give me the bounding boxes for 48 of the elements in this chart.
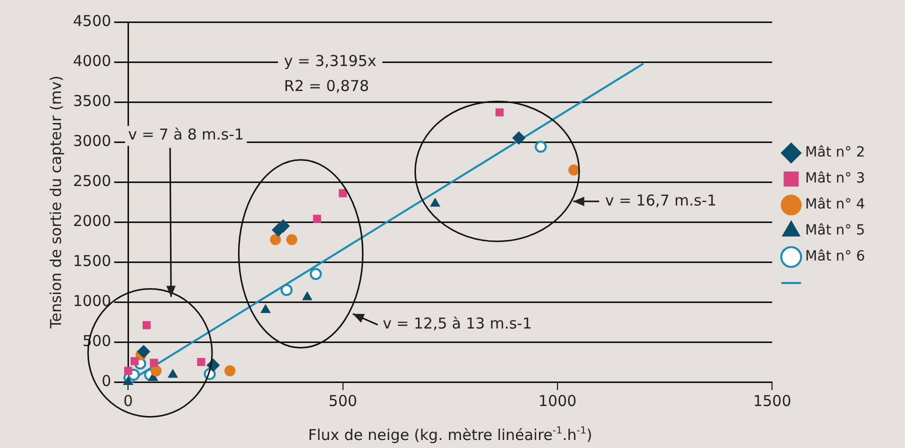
point <box>534 140 547 153</box>
legend-label: Mât n° 3 <box>805 170 865 187</box>
annotation: v = 16,7 m.s-1 <box>605 191 716 210</box>
point <box>150 358 158 367</box>
y-tick-label: 1000 <box>72 292 112 310</box>
point <box>168 369 178 378</box>
point <box>270 234 281 246</box>
legend-label: Mât n° 4 <box>805 196 866 213</box>
annotation: R2 = 0,878 <box>284 77 370 96</box>
point <box>310 268 322 280</box>
x-tick-label: 0 <box>123 392 133 410</box>
point <box>123 376 134 385</box>
y-tick-label: 4000 <box>72 52 112 70</box>
y-tick-label: 2500 <box>72 172 112 190</box>
point <box>124 366 132 375</box>
point <box>276 220 290 232</box>
point <box>313 214 322 223</box>
point <box>224 365 236 376</box>
x-tick-label: 1500 <box>753 392 792 410</box>
x-tick-label: 1000 <box>538 392 577 410</box>
annotation: v = 7 à 8 m.s-1 <box>128 126 244 144</box>
point <box>280 284 293 296</box>
point <box>286 234 298 246</box>
point <box>512 132 526 144</box>
y-tick-label: 2000 <box>72 212 112 230</box>
point <box>150 365 162 376</box>
y-tick-label: 3500 <box>72 92 112 110</box>
y-tick-label: 1500 <box>72 252 112 270</box>
point <box>496 108 504 116</box>
point <box>197 358 206 366</box>
point <box>302 292 312 300</box>
y-tick-label: 3000 <box>72 132 112 150</box>
y-tick-label: 0 <box>102 372 112 390</box>
annotation: v = 12,5 à 13 m.s-1 <box>382 314 532 333</box>
point <box>430 198 440 207</box>
point <box>142 321 151 330</box>
point <box>137 345 150 358</box>
y-axis-title: Tension de sortie du capteur (mv) <box>46 75 65 330</box>
legend-label: Mât n° 2 <box>805 144 865 161</box>
y-tick-label: 4500 <box>72 12 112 30</box>
legend-label: Mât n° 6 <box>805 248 866 265</box>
legend-label: Mât n° 5 <box>805 222 865 239</box>
annotation: y = 3,3195x <box>284 52 376 70</box>
x-tick-label: 500 <box>328 392 358 410</box>
point <box>130 357 139 366</box>
point <box>338 189 347 198</box>
point <box>568 164 580 176</box>
point <box>260 304 270 313</box>
